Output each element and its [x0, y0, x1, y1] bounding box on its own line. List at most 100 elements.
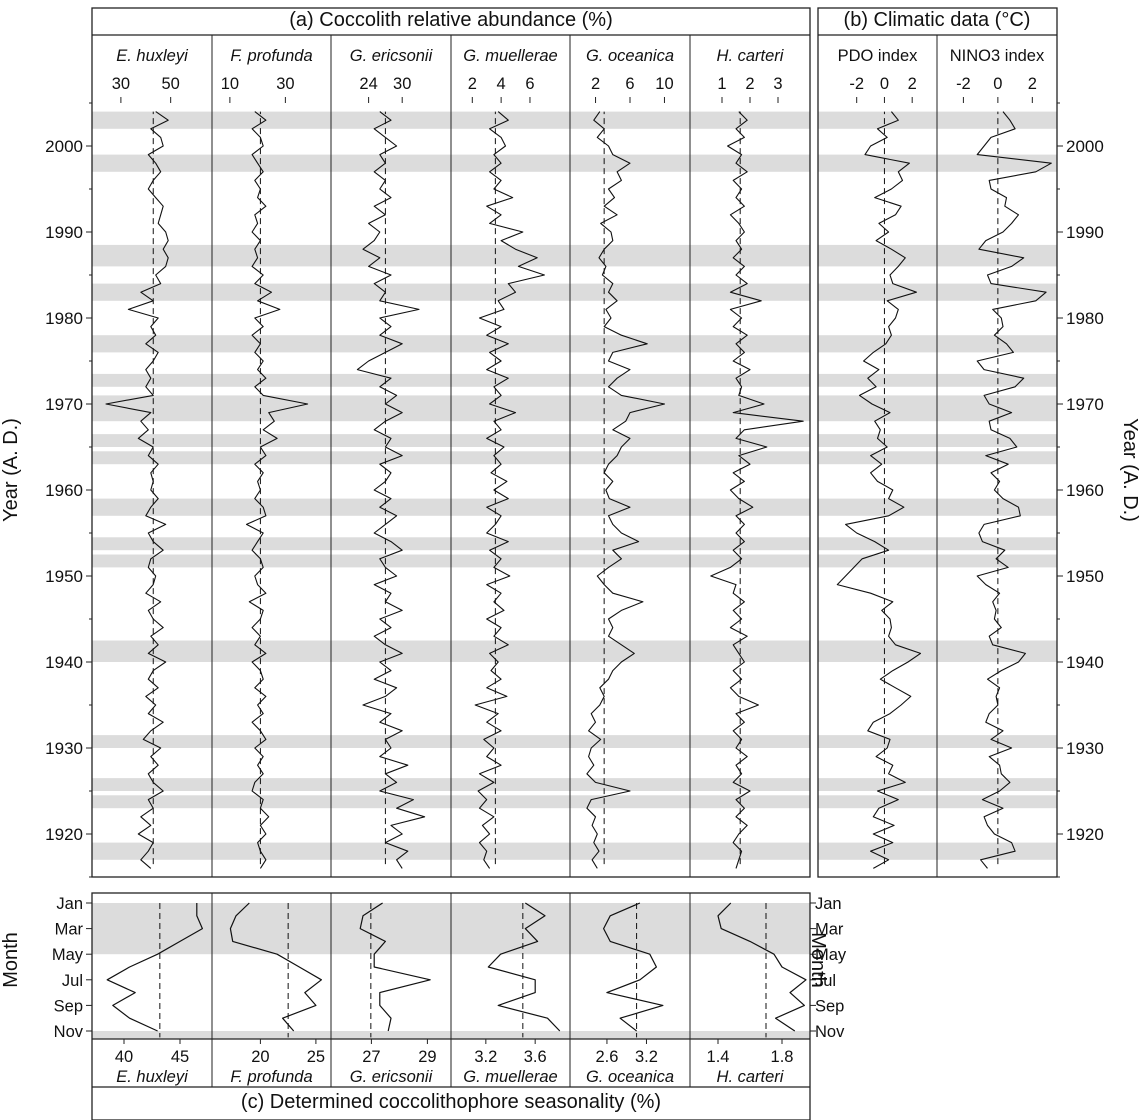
c-series-name-g-ericsonii: G. ericsonii: [350, 1068, 434, 1086]
x-tick-label: 29: [418, 1048, 436, 1066]
x-tick-label: 1.4: [707, 1048, 730, 1066]
x-tick-label: 2: [591, 75, 600, 93]
x-tick-label: 30: [276, 75, 294, 93]
year-tick-label: 1970: [45, 395, 83, 414]
series-line-nino3-index: [976, 111, 1052, 869]
a-series-name-g-oceanica: G. oceanica: [586, 47, 674, 65]
x-tick-label: 10: [221, 75, 239, 93]
series-line-pdo-index: [836, 111, 922, 869]
year-tick-label: 1990: [1066, 223, 1104, 242]
data-series: [105, 111, 1052, 1038]
c-series-name-g-muellerae: G. muellerae: [463, 1068, 557, 1086]
b-series-name-nino3-index: NINO3 index: [950, 47, 1045, 65]
year-tick-label: 1990: [45, 223, 83, 242]
panel-frames: [86, 7, 1063, 1120]
c-series-name-f-profunda: F. profunda: [230, 1068, 312, 1086]
year-tick-label: 1980: [1066, 309, 1104, 328]
month-tick-label: Jan: [815, 895, 842, 913]
x-tick-label: 2: [745, 75, 754, 93]
year-tick-label: 1920: [45, 825, 83, 844]
x-tick-label: 2: [468, 75, 477, 93]
x-tick-label: 50: [161, 75, 179, 93]
x-tick-label: 45: [171, 1048, 189, 1066]
x-tick-label: 25: [307, 1048, 325, 1066]
x-tick-label: 3.2: [635, 1048, 658, 1066]
year-tick-label: 1950: [1066, 567, 1104, 586]
month-tick-label: May: [52, 946, 84, 964]
x-tick-label: -2: [849, 75, 864, 93]
year-tick-label: 2000: [1066, 137, 1104, 156]
year-tick-label: 1930: [1066, 739, 1104, 758]
x-tick-label: 6: [625, 75, 634, 93]
series-line-g-ericsonii: [356, 111, 426, 869]
series-line-g-muellerae: [474, 111, 545, 869]
a-series-name-f-profunda: F. profunda: [230, 47, 312, 65]
month-tick-label: Jul: [62, 972, 83, 990]
x-tick-label: 30: [393, 75, 411, 93]
year-tick-label: 1940: [1066, 653, 1104, 672]
x-tick-label: 3.6: [524, 1048, 547, 1066]
month-tick-label: Nov: [54, 1023, 84, 1041]
year-tick-label: 1940: [45, 653, 83, 672]
seasonal-line-g-ericsonii: [359, 902, 431, 1032]
seasonal-line-g-muellerae: [487, 902, 561, 1032]
month-axis-label-right: Month: [807, 932, 829, 988]
month-tick-label: Sep: [54, 997, 83, 1015]
x-tick-label: 0: [993, 75, 1002, 93]
x-tick-label: 24: [359, 75, 377, 93]
x-tick-label: 20: [251, 1048, 269, 1066]
a-series-name-e-huxleyi: E. huxleyi: [116, 47, 189, 65]
month-tick-label: Mar: [55, 921, 84, 939]
year-tick-label: 1930: [45, 739, 83, 758]
x-tick-label: 40: [115, 1048, 133, 1066]
seasonal-line-e-huxleyi: [106, 903, 203, 1032]
year-tick-label: 1960: [1066, 481, 1104, 500]
x-tick-label: 3.2: [474, 1048, 497, 1066]
year-tick-label: 2000: [45, 137, 83, 156]
series-line-f-profunda: [245, 111, 309, 869]
series-line-e-huxleyi: [105, 111, 169, 869]
month-tick-label: Nov: [815, 1023, 845, 1041]
x-tick-label: 27: [362, 1048, 380, 1066]
year-axis-label-left: Year (A. D.): [0, 418, 22, 522]
panel-c-title: (c) Determined coccolithophore seasonali…: [241, 1091, 661, 1113]
x-tick-label: 4: [497, 75, 506, 93]
x-tick-label: 1.8: [771, 1048, 794, 1066]
x-tick-label: 10: [655, 75, 673, 93]
x-tick-label: 0: [880, 75, 889, 93]
x-tick-label: 30: [112, 75, 130, 93]
series-line-g-oceanica: [586, 111, 666, 869]
year-tick-label: 1920: [1066, 825, 1104, 844]
x-tick-label: 6: [525, 75, 534, 93]
seasonal-line-g-oceanica: [602, 902, 664, 1032]
seasonal-line-f-profunda: [229, 902, 322, 1032]
year-tick-label: 1960: [45, 481, 83, 500]
month-tick-label: Sep: [815, 997, 844, 1015]
seasonal-line-h-carteri: [717, 902, 807, 1032]
month-tick-label: May: [815, 946, 847, 964]
year-tick-label: 1970: [1066, 395, 1104, 414]
x-tick-label: 3: [773, 75, 782, 93]
month-tick-label: Jan: [56, 895, 83, 913]
b-series-name-pdo-index: PDO index: [838, 47, 919, 65]
x-tick-label: 2.6: [595, 1048, 618, 1066]
panel-b-title: (b) Climatic data (°C): [844, 9, 1031, 31]
chart-text: 1920 1920 1930 1930 1940 1940 1950 1950 1960 1960…: [45, 47, 1104, 1086]
a-series-name-h-carteri: H. carteri: [717, 47, 785, 65]
panel-a-title: (a) Coccolith relative abundance (%): [289, 9, 613, 31]
series-line-h-carteri: [710, 111, 804, 869]
shaded-bands: [92, 111, 1057, 1039]
x-tick-label: 2: [908, 75, 917, 93]
x-tick-label: 1: [717, 75, 726, 93]
x-tick-label: 2: [1028, 75, 1037, 93]
c-series-name-h-carteri: H. carteri: [717, 1068, 785, 1086]
year-tick-label: 1980: [45, 309, 83, 328]
year-axis-label-right: Year (A. D.): [1119, 418, 1141, 522]
a-series-name-g-ericsonii: G. ericsonii: [350, 47, 434, 65]
x-tick-label: -2: [956, 75, 971, 93]
month-tick-label: Mar: [815, 921, 844, 939]
c-series-name-e-huxleyi: E. huxleyi: [116, 1068, 189, 1086]
a-series-name-g-muellerae: G. muellerae: [463, 47, 557, 65]
month-axis-label-left: Month: [0, 932, 22, 988]
